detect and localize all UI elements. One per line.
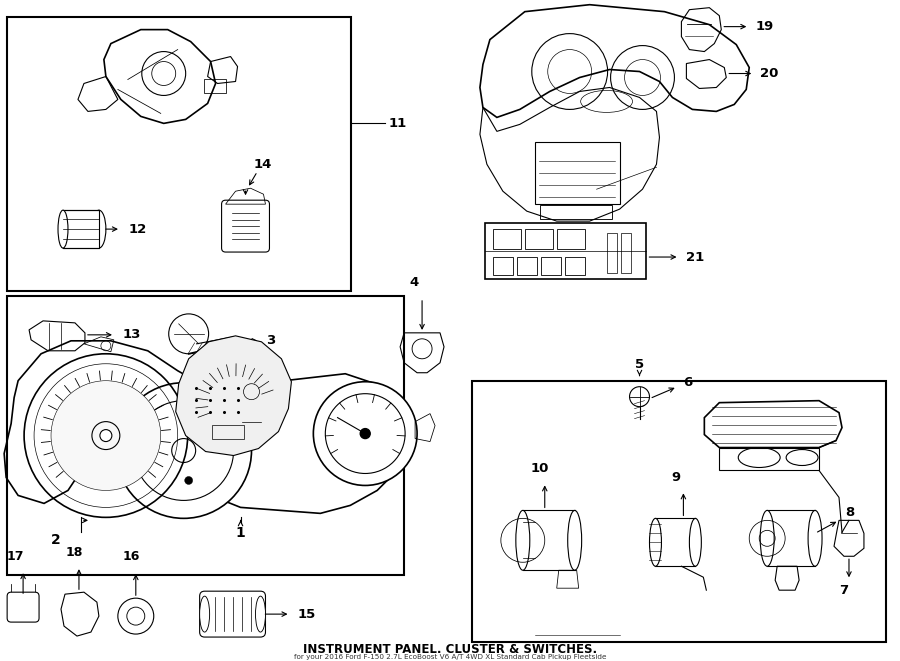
Circle shape [184, 477, 193, 485]
Bar [7, 296, 404, 575]
Text: for your 2016 Ford F-150 2.7L EcoBoost V6 A/T 4WD XL Standard Cab Pickup Fleetsi: for your 2016 Ford F-150 2.7L EcoBoost V… [293, 654, 607, 660]
Ellipse shape [650, 518, 662, 566]
Circle shape [313, 381, 417, 485]
Bar [493, 229, 521, 249]
Text: 21: 21 [687, 251, 705, 264]
Bar [493, 257, 513, 275]
Text: 7: 7 [840, 584, 849, 597]
Text: 10: 10 [531, 462, 549, 475]
Bar [63, 210, 99, 248]
Text: 5: 5 [635, 358, 644, 371]
Text: 11: 11 [388, 117, 407, 130]
Text: 12: 12 [129, 223, 147, 235]
Circle shape [100, 430, 112, 442]
Bar [535, 142, 619, 204]
Bar [485, 223, 646, 279]
Text: 1: 1 [236, 526, 246, 540]
Bar [212, 424, 244, 438]
Text: 9: 9 [672, 471, 681, 484]
FancyBboxPatch shape [7, 592, 39, 622]
Circle shape [360, 428, 370, 438]
Text: 4: 4 [410, 276, 418, 290]
Ellipse shape [760, 510, 774, 566]
Text: 13: 13 [122, 329, 141, 341]
Ellipse shape [516, 510, 530, 570]
Text: 2: 2 [51, 533, 61, 547]
Bar [517, 257, 536, 275]
Bar [564, 257, 585, 275]
Text: 8: 8 [845, 506, 854, 519]
Bar [472, 381, 886, 642]
Bar [541, 257, 561, 275]
Text: 15: 15 [297, 607, 316, 621]
Bar [525, 229, 553, 249]
Circle shape [51, 381, 161, 490]
Text: 6: 6 [683, 376, 693, 389]
Text: 14: 14 [254, 158, 272, 171]
Text: 16: 16 [122, 550, 140, 563]
Ellipse shape [200, 596, 210, 632]
Text: 18: 18 [66, 546, 83, 559]
Bar [203, 79, 226, 93]
Bar [621, 233, 631, 273]
Bar [557, 229, 585, 249]
Bar [540, 205, 612, 219]
Circle shape [116, 383, 251, 518]
Bar [7, 17, 351, 291]
FancyBboxPatch shape [200, 591, 266, 637]
Text: INSTRUMENT PANEL. CLUSTER & SWITCHES.: INSTRUMENT PANEL. CLUSTER & SWITCHES. [303, 642, 597, 656]
Ellipse shape [58, 210, 68, 248]
Bar [607, 233, 616, 273]
Text: 20: 20 [760, 67, 778, 80]
Polygon shape [176, 336, 292, 455]
FancyBboxPatch shape [221, 200, 269, 252]
Text: 17: 17 [6, 550, 24, 563]
Text: 19: 19 [755, 20, 773, 33]
Text: 3: 3 [266, 334, 275, 347]
Ellipse shape [256, 596, 266, 632]
